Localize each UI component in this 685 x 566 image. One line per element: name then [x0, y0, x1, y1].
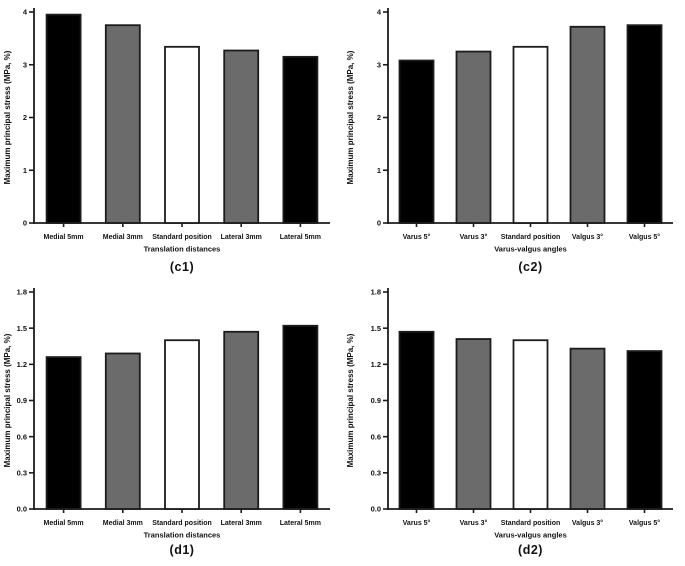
y-tick-label: 0.9	[17, 396, 27, 405]
y-tick-label: 1.8	[17, 288, 27, 297]
x-tick-label: Valgus 3°	[572, 233, 603, 241]
y-tick-label: 1.5	[17, 324, 27, 333]
x-tick-label: Medial 3mm	[103, 234, 143, 241]
y-tick-label: 1	[377, 166, 381, 175]
bar-d2-4	[569, 347, 606, 510]
panel-d2: 0.0 0.3 0.6 0.9 1.2 1.5 1.8 Maximum principal s…	[343, 283, 685, 566]
bar-d1-2	[104, 352, 141, 510]
x-tick-label: Varus 5°	[403, 519, 431, 527]
x-tick-label: Lateral 5mm	[280, 234, 321, 241]
y-tick-label: 0	[23, 219, 27, 228]
chart-c2: 0 1 2 3 4 Maximum principal stress (MPa, %) Va…	[346, 8, 673, 254]
bar-d1-3	[164, 339, 200, 510]
panel-c1: 0 1 2 3 4 Maximum principal stress (MPa, %) Me…	[0, 0, 342, 283]
y-axis-title: Maximum principal stress (MPa, %)	[3, 333, 12, 467]
x-tick-label: Varus 3°	[460, 233, 488, 241]
bar-d2-3	[512, 339, 549, 510]
x-tick-label: Valgus 3°	[572, 519, 603, 527]
x-tick-label: Medial 3mm	[103, 520, 143, 527]
chart-c1: 0 1 2 3 4 Maximum principal stress (MPa, %) Me…	[3, 8, 330, 254]
x-tick-label: Valgus 5°	[629, 519, 660, 527]
y-tick-label: 1	[23, 166, 27, 175]
x-tick-label: Standard position	[152, 520, 212, 527]
x-tick-label: Standard position	[152, 234, 212, 241]
caption-c1: (c1)	[169, 260, 195, 274]
y-tick-label: 1.5	[371, 324, 381, 333]
bar-c2-5	[626, 24, 663, 224]
y-tick-label: 0.3	[17, 468, 27, 477]
x-tick-label: Medial 5mm	[44, 520, 84, 527]
caption-c2: (c2)	[518, 260, 543, 274]
x-tick-label: Medial 5mm	[44, 234, 84, 241]
x-axis-title: Varus-valgus angles	[494, 531, 567, 540]
bar-d1-5	[282, 324, 319, 510]
x-tick-label: Valgus 5°	[629, 233, 660, 241]
chart-d2: 0.0 0.3 0.6 0.9 1.2 1.5 1.8 Maximum principal s…	[346, 288, 673, 540]
y-axis-title: Maximum principal stress (MPa, %)	[3, 50, 12, 184]
y-tick-label: 3	[23, 60, 27, 69]
x-tick-label: Varus 3°	[460, 519, 488, 527]
x-axis-title: Varus-valgus angles	[494, 245, 567, 254]
y-tick-label: 4	[377, 8, 382, 17]
caption-d1: (d1)	[169, 543, 195, 557]
y-tick-label: 3	[377, 60, 381, 69]
y-tick-label: 0.0	[371, 505, 381, 514]
bar-c1-3	[164, 45, 200, 224]
bar-d2-5	[626, 350, 663, 510]
y-tick-label: 2	[377, 113, 381, 122]
bar-d2-1	[398, 330, 435, 510]
y-tick-label: 0	[377, 219, 381, 228]
y-tick-label: 1.2	[371, 360, 381, 369]
bar-d2-2	[455, 338, 492, 510]
bar-c1-4	[223, 49, 260, 224]
y-tick-label: 0.0	[17, 505, 27, 514]
y-tick-label: 2	[23, 113, 27, 122]
bar-c2-4	[569, 25, 606, 224]
y-tick-label: 0.3	[371, 468, 381, 477]
panel-c2: 0 1 2 3 4 Maximum principal stress (MPa, %) Va…	[343, 0, 685, 283]
y-tick-label: 0.9	[371, 396, 381, 405]
x-axis-title: Translation distances	[144, 531, 221, 540]
y-tick-label: 1.2	[17, 360, 27, 369]
y-axis-title: Maximum principal stress (MPa, %)	[346, 50, 355, 184]
bar-c1-2	[104, 24, 141, 224]
x-axis-title: Translation distances	[144, 245, 221, 254]
bar-c2-1	[398, 59, 435, 224]
x-tick-label: Standard position	[501, 520, 561, 527]
bar-c2-2	[455, 50, 492, 224]
y-axis-title: Maximum principal stress (MPa, %)	[346, 333, 355, 467]
bar-c1-1	[45, 13, 82, 224]
caption-d2: (d2)	[518, 543, 543, 557]
x-tick-label: Varus 5°	[403, 233, 431, 241]
y-tick-label: 0.6	[17, 432, 27, 441]
x-tick-label: Standard position	[501, 234, 561, 241]
y-tick-label: 4	[23, 8, 28, 17]
bar-d1-4	[223, 330, 260, 510]
chart-d1: 0.0 0.3 0.6 0.9 1.2 1.5 1.8 Maximum principal s…	[3, 288, 330, 540]
bar-c2-3	[512, 45, 549, 224]
bar-c1-5	[282, 55, 319, 224]
x-tick-label: Lateral 5mm	[280, 520, 321, 527]
y-tick-label: 1.8	[371, 288, 381, 297]
panel-d1: 0.0 0.3 0.6 0.9 1.2 1.5 1.8 Maximum principal s…	[0, 283, 342, 566]
y-tick-label: 0.6	[371, 432, 381, 441]
bar-d1-1	[45, 356, 82, 510]
x-tick-label: Lateral 3mm	[221, 234, 262, 241]
x-tick-label: Lateral 3mm	[221, 520, 262, 527]
